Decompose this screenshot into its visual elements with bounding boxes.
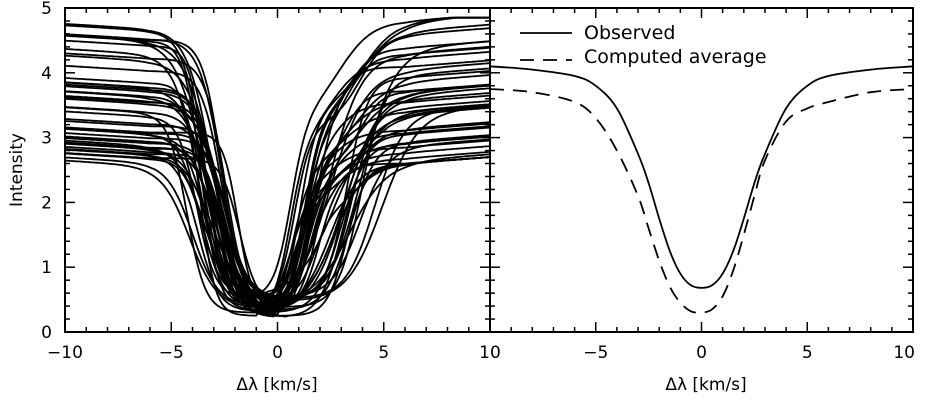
observed-profile-line	[64, 16, 490, 310]
observed-line	[489, 65, 914, 289]
observed-profile-line	[64, 106, 491, 314]
observed-profile-line	[64, 145, 491, 307]
left-panel: −10 −5 0 5 10 0 1 2 3 4 5 Δλ [km/s] Intensity	[7, 0, 501, 395]
right-x-tick-labels: −5 0 5 10	[583, 343, 915, 363]
y-tick-label: 4	[41, 64, 52, 84]
y-axis-title: Intensity	[7, 133, 27, 207]
right-curves	[489, 65, 914, 314]
x-tick-label: 10	[479, 343, 501, 363]
observed-profile-line	[64, 148, 491, 298]
x-tick-label: 0	[272, 343, 283, 363]
observed-profile-line	[64, 59, 491, 316]
x-tick-label: −5	[159, 343, 184, 363]
observed-profile-line	[64, 84, 491, 312]
observed-profile-line	[64, 126, 491, 318]
left-curves	[64, 16, 491, 318]
observed-profile-line	[64, 83, 491, 313]
observed-profile-line	[64, 81, 491, 311]
left-x-tick-labels: −10 −5 0 5 10	[47, 343, 501, 363]
right-panel: −5 0 5 10 Δλ [km/s] Observed Computed avera…	[489, 7, 915, 395]
observed-profile-line	[64, 51, 491, 317]
legend-observed-label: Observed	[584, 22, 675, 44]
x-tick-label: −10	[47, 343, 83, 363]
observed-profile-line	[64, 87, 491, 310]
right-ticks	[489, 7, 914, 333]
x-tick-label: 10	[893, 343, 915, 363]
x-tick-label: 0	[696, 343, 707, 363]
observed-profile-line	[64, 16, 490, 302]
observed-profile-line	[64, 121, 491, 306]
y-tick-label: 3	[41, 129, 52, 149]
observed-profile-line	[64, 110, 491, 299]
observed-profile-line	[64, 122, 491, 316]
y-tick-label: 2	[41, 193, 52, 213]
legend: Observed Computed average	[520, 22, 767, 68]
y-tick-label: 0	[41, 323, 52, 343]
observed-profile-line	[64, 105, 491, 298]
x-tick-label: 5	[378, 343, 389, 363]
y-tick-label: 5	[41, 0, 52, 19]
right-x-axis-title: Δλ [km/s]	[665, 375, 746, 395]
left-y-tick-labels: 0 1 2 3 4 5	[41, 0, 52, 343]
computed-average-line	[489, 88, 914, 314]
x-tick-label: −5	[583, 343, 608, 363]
observed-profile-line	[64, 67, 491, 308]
observed-profile-line	[64, 23, 491, 311]
observed-profile-line	[64, 83, 491, 301]
left-x-axis-title: Δλ [km/s]	[236, 375, 317, 395]
legend-computed-label: Computed average	[584, 46, 767, 68]
x-tick-label: 5	[802, 343, 813, 363]
observed-profile-line	[64, 16, 490, 299]
y-tick-label: 1	[41, 258, 52, 278]
